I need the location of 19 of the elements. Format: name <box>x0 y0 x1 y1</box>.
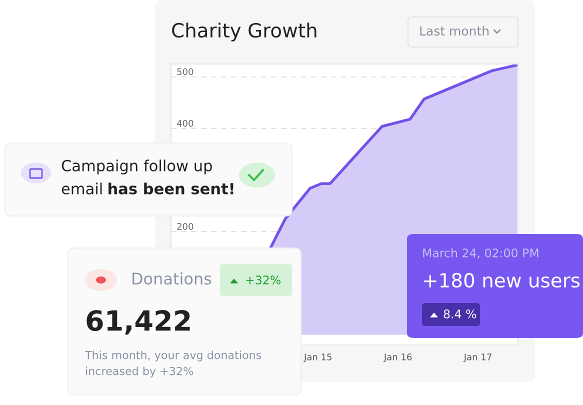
y-tick-label: 500 <box>177 68 194 76</box>
x-tick-label: Jan 15 <box>304 354 332 362</box>
annotation: has been sent! <box>108 182 234 194</box>
annotation: 8.4 % <box>444 309 476 318</box>
annotation: +180 new users <box>424 272 580 288</box>
annotation: 61,422 <box>86 310 190 335</box>
text: Last month <box>420 26 489 36</box>
x-tick-label: Jan 16 <box>383 353 412 362</box>
y-tick-label: 200 <box>177 222 194 230</box>
annotation: Campaign follow up <box>62 160 212 174</box>
annotation: Donations <box>132 272 212 285</box>
chart-title: Charity Growth <box>172 22 316 42</box>
text: increased by +32% <box>86 366 193 378</box>
annotation: March 24, 02:00 PM <box>423 248 538 259</box>
text: email <box>62 182 102 194</box>
annotation: +32% <box>246 275 280 284</box>
text: This month, your avg donations <box>84 350 262 362</box>
y-tick-label: 400 <box>176 120 194 127</box>
x-tick-label: Jan 17 <box>463 354 492 362</box>
